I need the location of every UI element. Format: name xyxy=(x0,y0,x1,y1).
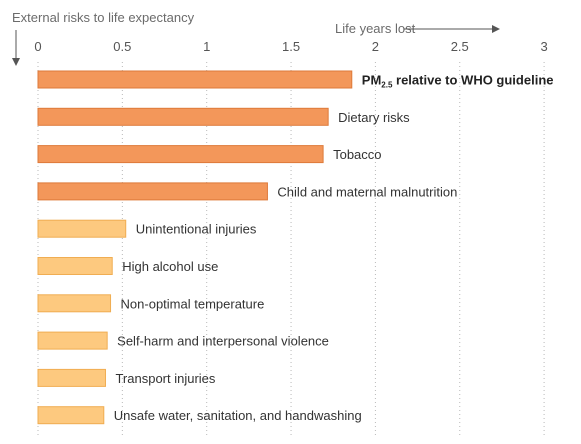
bar xyxy=(37,107,329,126)
down-arrow-icon xyxy=(12,30,20,66)
grid xyxy=(37,62,545,438)
bar xyxy=(37,70,353,89)
bar-label-text: relative to WHO guideline xyxy=(392,73,553,88)
bar-label: Dietary risks xyxy=(338,110,410,125)
bar xyxy=(37,145,324,164)
bar xyxy=(37,219,127,238)
bar-label-prefix: PM xyxy=(362,73,382,88)
x-tick-label: 1.5 xyxy=(282,39,300,54)
bar-label: Child and maternal malnutrition xyxy=(277,184,457,199)
bar-label: Self-harm and interpersonal violence xyxy=(117,334,329,349)
bar xyxy=(37,182,268,201)
bar-label: Tobacco xyxy=(333,147,381,162)
bars xyxy=(37,70,353,425)
x-tick-label: 1 xyxy=(203,39,210,54)
bar xyxy=(37,331,108,350)
bar-label: Unintentional injuries xyxy=(136,222,257,237)
chart-title: External risks to life expectancy xyxy=(12,10,195,25)
x-tick-label: 3 xyxy=(540,39,547,54)
x-tick-label: 2 xyxy=(372,39,379,54)
x-tick-label: 2.5 xyxy=(451,39,469,54)
x-axis-label: Life years lost xyxy=(335,21,416,36)
bar xyxy=(37,368,106,387)
x-tick-label: 0 xyxy=(34,39,41,54)
bar-label: Transport injuries xyxy=(115,371,215,386)
bar-label: High alcohol use xyxy=(122,259,218,274)
x-tick-label: 0.5 xyxy=(113,39,131,54)
bar xyxy=(37,294,112,313)
bar-label: PM2.5 relative to WHO guideline xyxy=(362,73,554,90)
x-tick-labels: 0 0.5 1 1.5 2 2.5 3 xyxy=(34,39,547,54)
bar-label-subscript: 2.5 xyxy=(381,81,393,90)
bar-labels: PM2.5 relative to WHO guideline Dietary r… xyxy=(114,73,554,424)
bar xyxy=(37,257,113,275)
right-arrow-icon xyxy=(404,25,500,33)
bar-label: Unsafe water, sanitation, and handwashin… xyxy=(114,408,362,423)
bar xyxy=(37,406,105,425)
bar-label: Non-optimal temperature xyxy=(121,296,265,311)
